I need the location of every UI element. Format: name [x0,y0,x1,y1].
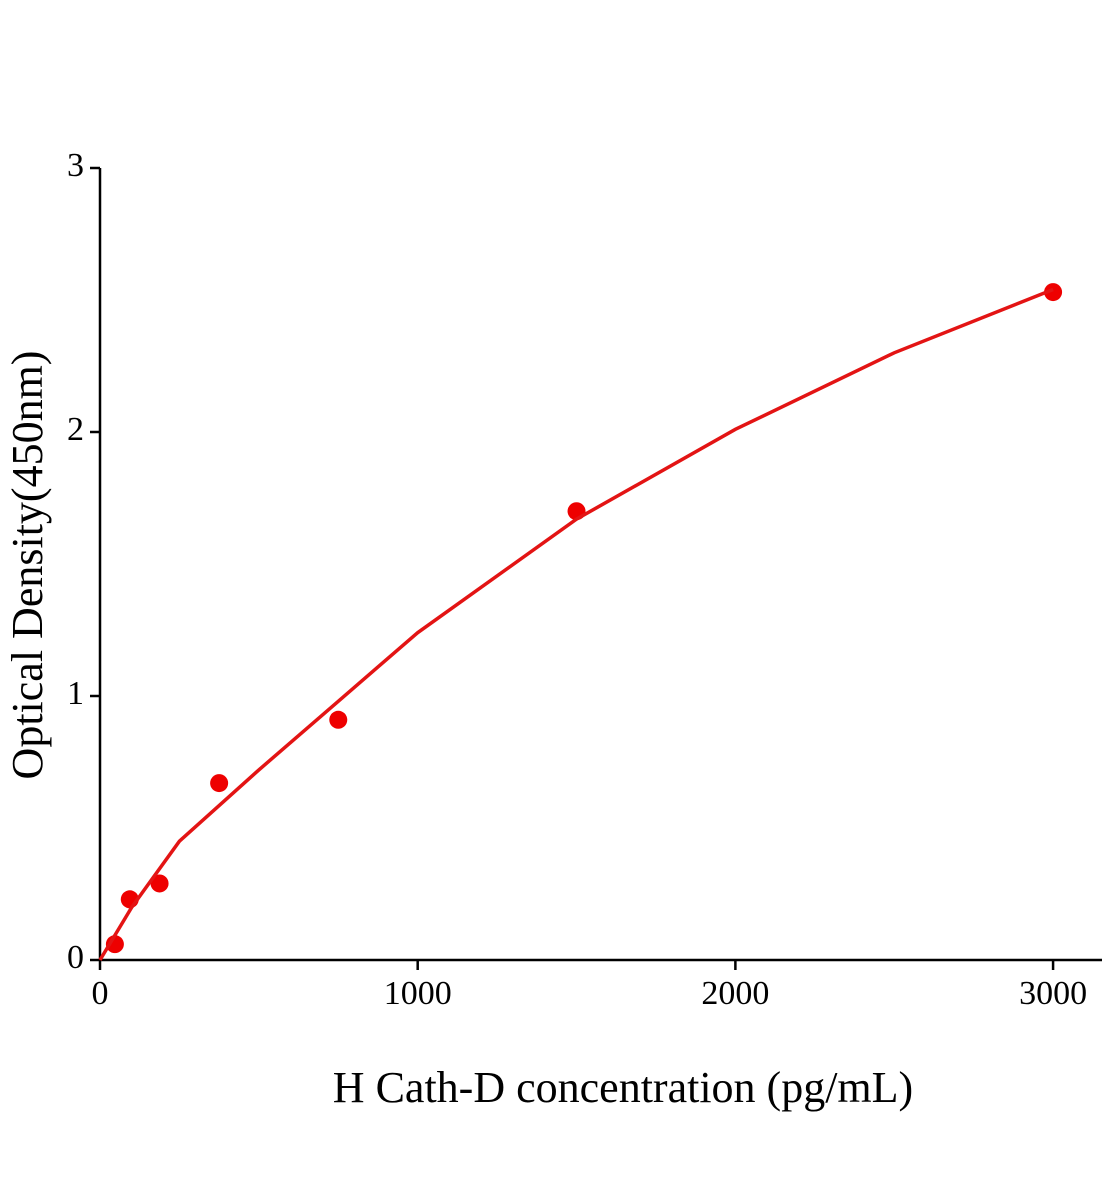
x-axis-label: H Cath-D concentration (pg/mL) [333,1063,913,1112]
data-point [210,774,229,793]
data-point [329,710,348,729]
y-tick-label: 2 [67,411,84,448]
y-axis-label: Optical Density(450nm) [3,351,52,780]
y-tick-label: 3 [67,147,84,184]
data-point [1044,283,1063,302]
data-point [150,874,169,893]
y-tick-label: 1 [67,675,84,712]
x-tick-label: 2000 [701,975,769,1012]
x-tick-label: 1000 [384,975,452,1012]
fit-curve [98,287,1054,961]
y-tick-label: 0 [67,939,84,976]
x-tick-label: 3000 [1019,975,1087,1012]
x-tick-label: 0 [92,975,109,1012]
